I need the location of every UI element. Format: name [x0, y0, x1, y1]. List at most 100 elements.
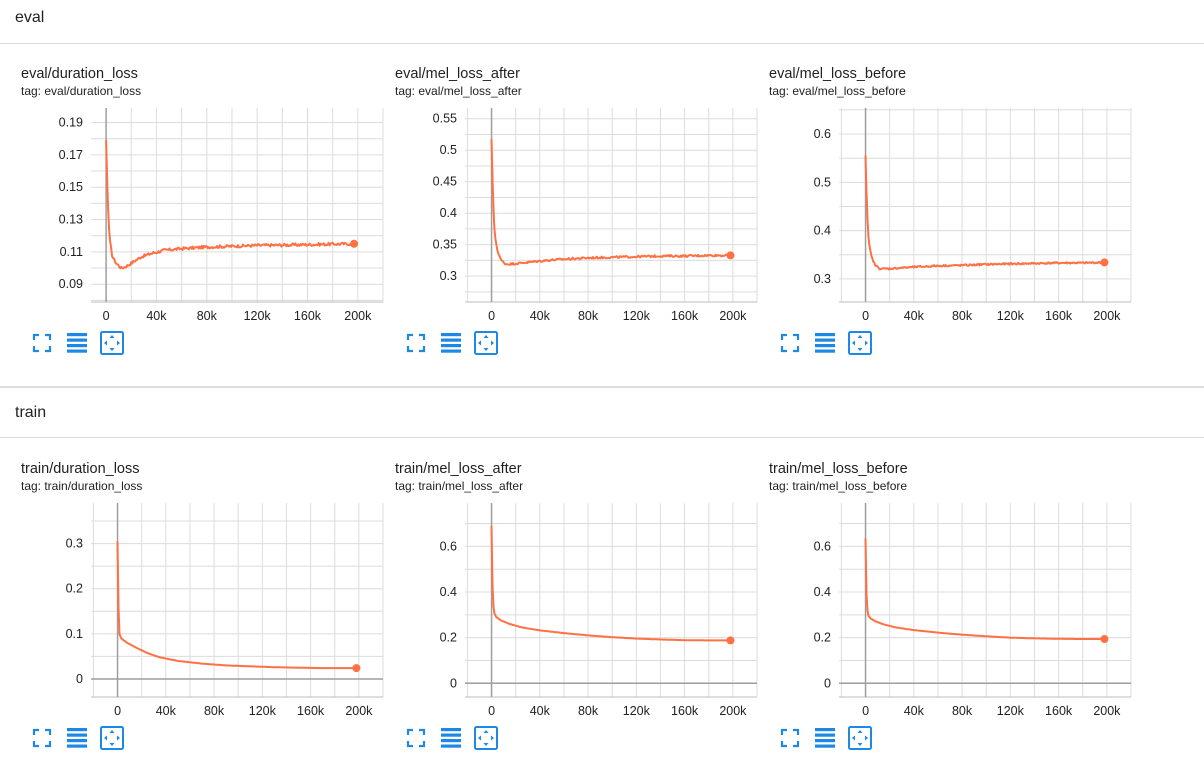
line-chart[interactable]: 0 0.1 0.2 0.3 0 40k 80k 120k 160k 200k — [15, 499, 385, 731]
x-tick-label: 160k — [297, 704, 325, 718]
x-tick-label: 200k — [719, 309, 747, 323]
chart-tag: tag: train/duration_loss — [21, 479, 143, 493]
y-tick-label: 0.15 — [59, 180, 83, 194]
x-tick-label: 200k — [1093, 309, 1121, 323]
y-tick-label: 0 — [450, 676, 457, 690]
toggle-log-scale-icon[interactable] — [812, 725, 838, 751]
line-chart[interactable]: 0.3 0.35 0.4 0.45 0.5 0.55 0 40k 80k 120k 160k 200k — [389, 104, 759, 336]
x-tick-label: 80k — [197, 309, 218, 323]
chart-tag: tag: eval/mel_loss_after — [395, 84, 522, 98]
grid-horizontal — [465, 523, 757, 684]
grid-vertical — [105, 108, 384, 302]
y-tick-label: 0.3 — [440, 269, 457, 283]
chart-title: train/mel_loss_before — [769, 461, 908, 477]
y-tick-label: 0.5 — [440, 143, 457, 157]
chart-card-train-mel-loss-after: train/mel_loss_after tag: train/mel_loss… — [389, 461, 759, 780]
x-tick-label: 0 — [862, 309, 869, 323]
section-title-train: train — [15, 404, 47, 421]
y-tick-label: 0.19 — [59, 116, 83, 130]
x-tick-label: 40k — [156, 704, 177, 718]
y-tick-label: 0.6 — [814, 539, 831, 553]
y-tick-label: 0.11 — [60, 245, 83, 259]
line-chart[interactable]: 0.3 0.4 0.5 0.6 0 40k 80k 120k 160k 200k — [763, 104, 1133, 336]
chart-title: eval/mel_loss_after — [395, 66, 520, 82]
chart-card-eval-mel-loss-before: eval/mel_loss_before tag: eval/mel_loss_… — [763, 66, 1133, 386]
series-line — [116, 541, 356, 670]
x-tick-label: 40k — [530, 309, 551, 323]
x-tick-label: 160k — [1045, 309, 1073, 323]
last-point-marker — [726, 251, 735, 260]
fit-domain-icon[interactable] — [473, 725, 499, 751]
y-tick-label: 0.6 — [440, 539, 457, 553]
x-tick-label: 0 — [114, 704, 121, 718]
x-tick-label: 80k — [204, 704, 225, 718]
fit-domain-icon[interactable] — [99, 330, 125, 356]
section-header-train[interactable]: train — [0, 386, 1204, 438]
section-header-eval[interactable]: eval — [0, 0, 1204, 44]
x-tick-label: 200k — [1093, 704, 1121, 718]
series-line — [864, 155, 1105, 271]
last-point-marker — [352, 664, 361, 673]
last-point-marker — [1100, 258, 1109, 267]
chart-title: train/duration_loss — [21, 461, 140, 477]
x-tick-label: 120k — [623, 309, 651, 323]
line-chart[interactable]: 0 0.2 0.4 0.6 0 40k 80k 120k 160k 200k — [763, 499, 1133, 731]
fullscreen-icon[interactable] — [29, 725, 55, 751]
toggle-log-scale-icon[interactable] — [438, 725, 464, 751]
fullscreen-icon[interactable] — [403, 725, 429, 751]
y-tick-label: 0.17 — [59, 148, 83, 162]
line-chart[interactable]: 0 0.2 0.4 0.6 0 40k 80k 120k 160k 200k — [389, 499, 759, 731]
y-tick-label: 0.1 — [66, 627, 83, 641]
y-tick-label: 0.3 — [814, 272, 831, 286]
x-tick-label: 120k — [249, 704, 277, 718]
y-tick-label: 0.45 — [433, 175, 457, 189]
fullscreen-icon[interactable] — [777, 725, 803, 751]
y-tick-label: 0.55 — [433, 112, 457, 126]
x-tick-label: 160k — [671, 309, 699, 323]
fit-domain-icon[interactable] — [473, 330, 499, 356]
chart-card-eval-mel-loss-after: eval/mel_loss_after tag: eval/mel_loss_a… — [389, 66, 759, 386]
x-tick-label: 160k — [1045, 704, 1073, 718]
fullscreen-icon[interactable] — [777, 330, 803, 356]
toggle-log-scale-icon[interactable] — [438, 330, 464, 356]
x-tick-label: 120k — [997, 704, 1025, 718]
y-tick-label: 0.35 — [433, 238, 457, 252]
line-chart[interactable]: 0.09 0.11 0.13 0.15 0.17 0.19 0 40k 80k 120k 160k 2… — [15, 104, 385, 336]
x-tick-label: 200k — [345, 704, 373, 718]
toggle-log-scale-icon[interactable] — [64, 725, 90, 751]
chart-card-train-duration-loss: train/duration_loss tag: train/duration_… — [15, 461, 385, 780]
chart-tag: tag: train/mel_loss_before — [769, 479, 908, 493]
toggle-log-scale-icon[interactable] — [812, 330, 838, 356]
grid-horizontal — [91, 520, 383, 680]
y-tick-label: 0.4 — [814, 585, 831, 599]
series-line — [105, 140, 355, 270]
fullscreen-icon[interactable] — [29, 330, 55, 356]
fit-domain-icon[interactable] — [847, 330, 873, 356]
chart-tag: tag: eval/duration_loss — [21, 84, 142, 98]
x-tick-label: 0 — [103, 309, 110, 323]
x-tick-label: 120k — [623, 704, 651, 718]
x-tick-label: 160k — [671, 704, 699, 718]
grid-horizontal — [465, 118, 757, 293]
fit-domain-icon[interactable] — [847, 725, 873, 751]
toggle-log-scale-icon[interactable] — [64, 330, 90, 356]
chart-toolbar — [403, 330, 523, 356]
y-tick-label: 0.2 — [814, 631, 831, 645]
y-tick-label: 0.2 — [66, 582, 83, 596]
last-point-marker — [350, 239, 359, 248]
fullscreen-icon[interactable] — [403, 330, 429, 356]
chart-title: eval/mel_loss_before — [769, 66, 907, 82]
chart-tag: tag: train/mel_loss_after — [395, 479, 524, 493]
x-tick-label: 40k — [146, 309, 167, 323]
series-line — [490, 138, 731, 266]
x-tick-label: 120k — [244, 309, 272, 323]
y-tick-label: 0.13 — [59, 213, 83, 227]
chart-title: train/mel_loss_after — [395, 461, 522, 477]
x-tick-label: 40k — [904, 309, 925, 323]
fit-domain-icon[interactable] — [99, 725, 125, 751]
section-title-eval: eval — [15, 9, 45, 26]
x-tick-label: 40k — [530, 704, 551, 718]
grid-horizontal — [91, 122, 383, 301]
x-tick-label: 120k — [997, 309, 1025, 323]
chart-toolbar — [403, 725, 523, 751]
